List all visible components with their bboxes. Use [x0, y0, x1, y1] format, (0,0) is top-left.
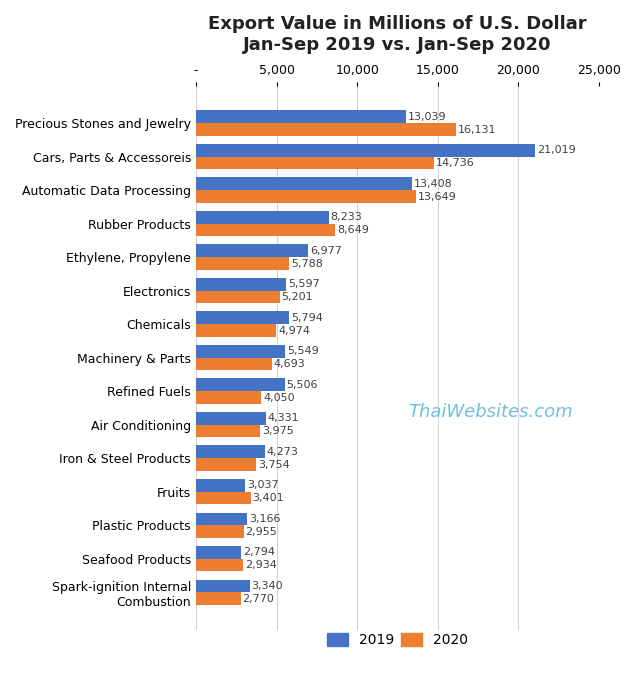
Bar	[196, 111, 406, 123]
Bar	[196, 592, 240, 605]
Bar	[196, 525, 244, 538]
Text: 2,934: 2,934	[245, 560, 277, 570]
Text: 2,794: 2,794	[243, 548, 275, 557]
Bar	[196, 156, 434, 170]
Text: 13,408: 13,408	[414, 179, 453, 189]
Bar	[196, 278, 286, 291]
Text: 2,770: 2,770	[242, 594, 274, 604]
Text: 14,736: 14,736	[436, 158, 474, 168]
Bar	[196, 211, 329, 224]
Text: 5,788: 5,788	[291, 259, 323, 268]
Bar	[196, 190, 416, 203]
Bar	[196, 177, 412, 190]
Text: 4,331: 4,331	[268, 414, 300, 423]
Text: 3,754: 3,754	[258, 459, 290, 470]
Text: 3,166: 3,166	[249, 514, 280, 524]
Bar	[196, 479, 245, 492]
Bar	[196, 559, 243, 571]
Text: ThaiWebsites.com: ThaiWebsites.com	[408, 403, 572, 421]
Text: 5,794: 5,794	[291, 313, 323, 323]
Text: 21,019: 21,019	[537, 145, 576, 155]
Text: 2,955: 2,955	[245, 527, 277, 537]
Bar	[196, 512, 247, 525]
Text: 3,340: 3,340	[252, 581, 283, 591]
Bar	[196, 257, 289, 270]
Bar	[196, 311, 289, 324]
Bar	[196, 458, 256, 471]
Text: 6,977: 6,977	[310, 246, 342, 256]
Text: 5,506: 5,506	[287, 380, 318, 390]
Text: 5,549: 5,549	[287, 346, 319, 357]
Title: Export Value in Millions of U.S. Dollar
Jan-Sep 2019 vs. Jan-Sep 2020: Export Value in Millions of U.S. Dollar …	[208, 15, 587, 54]
Text: 4,050: 4,050	[263, 393, 294, 402]
Text: 5,201: 5,201	[282, 292, 314, 302]
Bar	[196, 324, 276, 337]
Bar	[196, 224, 335, 236]
Text: 13,649: 13,649	[418, 192, 457, 202]
Bar	[196, 412, 266, 425]
Bar	[196, 445, 265, 458]
Text: 3,401: 3,401	[252, 493, 284, 503]
Legend: 2019, 2020: 2019, 2020	[321, 628, 474, 653]
Text: 16,131: 16,131	[458, 124, 497, 135]
Bar	[196, 144, 535, 156]
Bar	[196, 492, 251, 505]
Text: 13,039: 13,039	[408, 112, 446, 122]
Bar	[196, 123, 456, 136]
Text: 4,273: 4,273	[266, 447, 298, 457]
Bar	[196, 345, 286, 358]
Text: 3,975: 3,975	[262, 426, 294, 436]
Text: 3,037: 3,037	[247, 480, 279, 491]
Bar	[196, 291, 280, 304]
Text: 5,597: 5,597	[288, 279, 320, 289]
Text: 8,233: 8,233	[331, 213, 363, 222]
Bar	[196, 358, 272, 370]
Bar	[196, 379, 285, 391]
Bar	[196, 245, 308, 257]
Text: 4,693: 4,693	[273, 359, 305, 369]
Text: 8,649: 8,649	[337, 225, 369, 235]
Bar	[196, 580, 250, 592]
Bar	[196, 391, 261, 404]
Text: 4,974: 4,974	[278, 325, 310, 336]
Bar	[196, 546, 241, 559]
Bar	[196, 425, 260, 437]
